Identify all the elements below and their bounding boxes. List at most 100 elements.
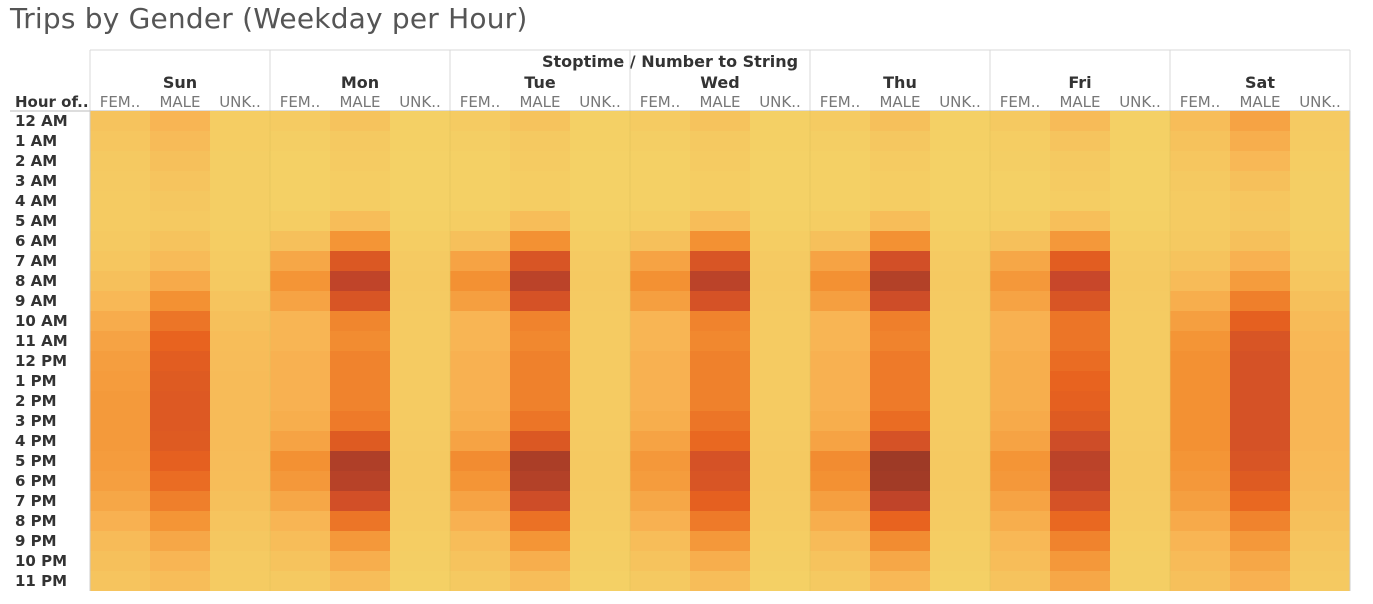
heatmap-cell [1290,471,1350,491]
heatmap-cell [690,131,750,151]
gender-header: MALE [1059,93,1100,111]
gender-header: UNK.. [1299,93,1341,111]
heatmap-cell [150,231,210,251]
heatmap-cell [510,271,570,291]
heatmap-cell [1230,391,1290,411]
heatmap-cell [630,251,690,271]
heatmap-cell [1230,451,1290,471]
heatmap-cell [990,511,1050,531]
heatmap-cell [390,171,450,191]
heatmap-cell [630,511,690,531]
gender-header: UNK.. [399,93,441,111]
heatmap-cell [810,531,870,551]
heatmap-cell [870,511,930,531]
heatmap-cell [1110,311,1170,331]
heatmap-cell [1170,571,1230,591]
heatmap-cell [510,571,570,591]
heatmap-cell [90,331,150,351]
heatmap-cell [390,131,450,151]
heatmap-cell [870,571,930,591]
heatmap-cell [510,191,570,211]
heatmap-cell [1110,191,1170,211]
heatmap-cell [990,411,1050,431]
heatmap-cell [1230,411,1290,431]
heatmap-cell [90,511,150,531]
heatmap-cell [870,111,930,131]
heatmap-cell [330,191,390,211]
heatmap-cell [1170,211,1230,231]
heatmap-cell [570,491,630,511]
heatmap-cell [1230,351,1290,371]
heatmap-cell [630,431,690,451]
heatmap-cell [690,551,750,571]
heatmap-cell [870,311,930,331]
heatmap-cell [750,531,810,551]
heatmap-cell [330,551,390,571]
heatmap-cell [750,211,810,231]
row-field-label: Hour of.. [15,93,89,111]
heatmap-cell [210,571,270,591]
heatmap-cell [690,111,750,131]
heatmap-cell [810,551,870,571]
heatmap-cell [510,151,570,171]
heatmap-cell [1110,151,1170,171]
heatmap-cell [90,531,150,551]
heatmap-cell [1170,171,1230,191]
heatmap-cell [450,291,510,311]
heatmap-cell [930,191,990,211]
heatmap-cell [270,571,330,591]
heatmap-cell [630,291,690,311]
heatmap-cell [990,151,1050,171]
heatmap-cell [450,371,510,391]
heatmap-cell [1290,391,1350,411]
heatmap-cell [1050,171,1110,191]
heatmap-cell [810,291,870,311]
heatmap-cell [1050,411,1110,431]
heatmap-cell [1170,331,1230,351]
gender-header: FEM.. [640,93,681,111]
heatmap-cell [1170,291,1230,311]
heatmap-cell [630,111,690,131]
heatmap-cell [450,531,510,551]
heatmap-cell [390,331,450,351]
heatmap-cell [870,151,930,171]
heatmap-cell [1110,511,1170,531]
heatmap-cell [1050,471,1110,491]
heatmap-cell [510,551,570,571]
heatmap-cell [390,151,450,171]
heatmap-cell [690,151,750,171]
heatmap-cell [1170,531,1230,551]
heatmap-cell [330,171,390,191]
hour-label: 11 PM [15,572,67,590]
heatmap-cell [150,451,210,471]
heatmap-cell [270,311,330,331]
heatmap-cell [270,511,330,531]
heatmap-cell [90,211,150,231]
heatmap-cell [1110,391,1170,411]
heatmap-cell [330,431,390,451]
heatmap-cell [630,171,690,191]
heatmap-cell [1110,491,1170,511]
heatmap-cell [1050,391,1110,411]
heatmap-cell [1050,251,1110,271]
heatmap-cell [690,491,750,511]
heatmap-cell [450,191,510,211]
heatmap-cell [90,131,150,151]
heatmap-cell [570,331,630,351]
gender-header: UNK.. [1119,93,1161,111]
heatmap-cell [390,291,450,311]
heatmap-cell [1230,311,1290,331]
heatmap-cell [1230,491,1290,511]
heatmap-cell [210,551,270,571]
heatmap-cell [930,291,990,311]
heatmap-cell [1230,291,1290,311]
heatmap-cell [1110,251,1170,271]
heatmap-cell [930,491,990,511]
heatmap-cell [150,251,210,271]
heatmap-cell [450,271,510,291]
hour-label: 8 AM [15,272,57,290]
heatmap-cell [930,391,990,411]
day-header-wed: Wed [700,73,739,92]
heatmap-cell [990,351,1050,371]
heatmap-cell [150,391,210,411]
